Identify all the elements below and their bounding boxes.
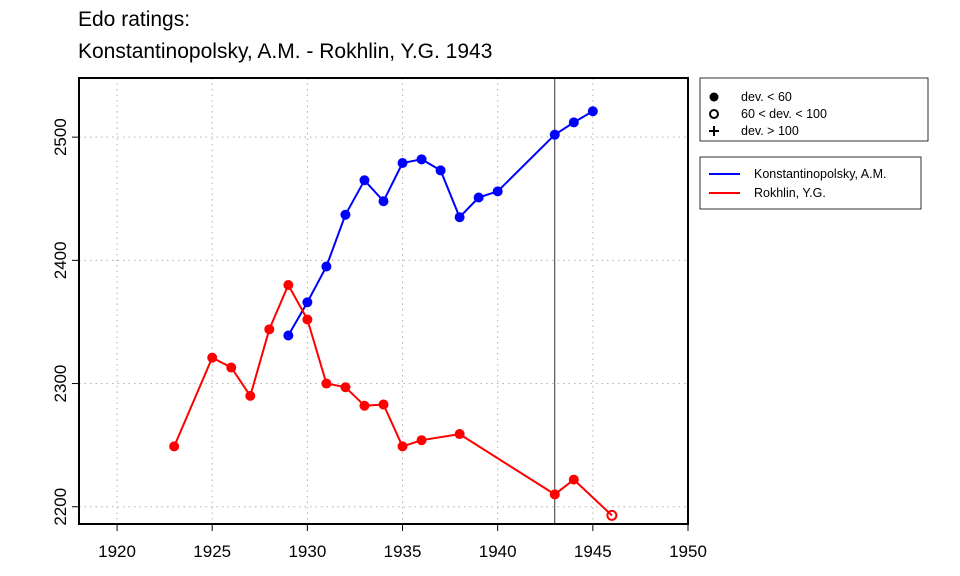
symbol-legend-label: 60 < dev. < 100: [741, 107, 827, 121]
data-point: [283, 330, 294, 341]
data-point: [302, 297, 313, 308]
data-point: [283, 279, 294, 290]
data-point: [302, 314, 313, 325]
data-point: [207, 352, 218, 363]
data-point: [321, 261, 332, 272]
data-point: [169, 441, 180, 452]
series-line-1: [173, 284, 613, 517]
data-point: [454, 212, 465, 223]
x-tick-label: 1950: [669, 542, 707, 561]
data-point: [245, 390, 256, 401]
data-point: [321, 378, 332, 389]
data-point: [340, 209, 351, 220]
y-tick-label: 2300: [51, 365, 70, 403]
data-point: [416, 154, 427, 165]
symbol-legend-box: [699, 77, 929, 142]
x-tick-label: 1930: [288, 542, 326, 561]
symbol-legend-label: dev. < 60: [741, 90, 792, 104]
legend-open-circle-icon: [709, 109, 719, 119]
data-point: [416, 435, 427, 446]
legend-plus-icon: [709, 126, 719, 136]
chart-subtitle: Konstantinopolsky, A.M. - Rokhlin, Y.G. …: [78, 40, 493, 63]
x-tick-label: 1935: [384, 542, 422, 561]
x-tick-label: 1925: [193, 542, 231, 561]
y-tick-label: 2400: [51, 241, 70, 279]
data-point: [587, 106, 598, 117]
data-point: [359, 175, 370, 186]
data-point: [568, 117, 579, 128]
x-tick-label: 1920: [98, 542, 136, 561]
chart-title: Edo ratings:: [78, 8, 191, 31]
plot-frame: [78, 77, 689, 525]
series-legend-label: Rokhlin, Y.G.: [754, 186, 826, 200]
data-point: [226, 362, 237, 373]
series-legend-box: [699, 156, 922, 210]
data-point: [549, 129, 560, 140]
y-tick-label: 2200: [51, 488, 70, 526]
data-point: [473, 192, 484, 203]
symbol-legend-label: dev. > 100: [741, 124, 799, 138]
x-tick-label: 1945: [574, 542, 612, 561]
data-point: [549, 489, 560, 500]
data-point: [454, 429, 465, 440]
data-point: [397, 158, 408, 169]
series-legend-label: Konstantinopolsky, A.M.: [754, 167, 886, 181]
data-point: [492, 186, 503, 197]
data-point: [378, 196, 389, 207]
data-point: [606, 509, 618, 521]
series-line-0: [287, 110, 594, 336]
x-tick-label: 1940: [479, 542, 517, 561]
data-point: [397, 441, 408, 452]
data-point: [359, 400, 370, 411]
data-point: [568, 474, 579, 485]
legend-filled-circle-icon: [709, 92, 719, 102]
data-point: [340, 382, 351, 393]
y-tick-label: 2500: [51, 118, 70, 156]
data-point: [264, 324, 275, 335]
data-point: [435, 165, 446, 176]
data-point: [378, 399, 389, 410]
